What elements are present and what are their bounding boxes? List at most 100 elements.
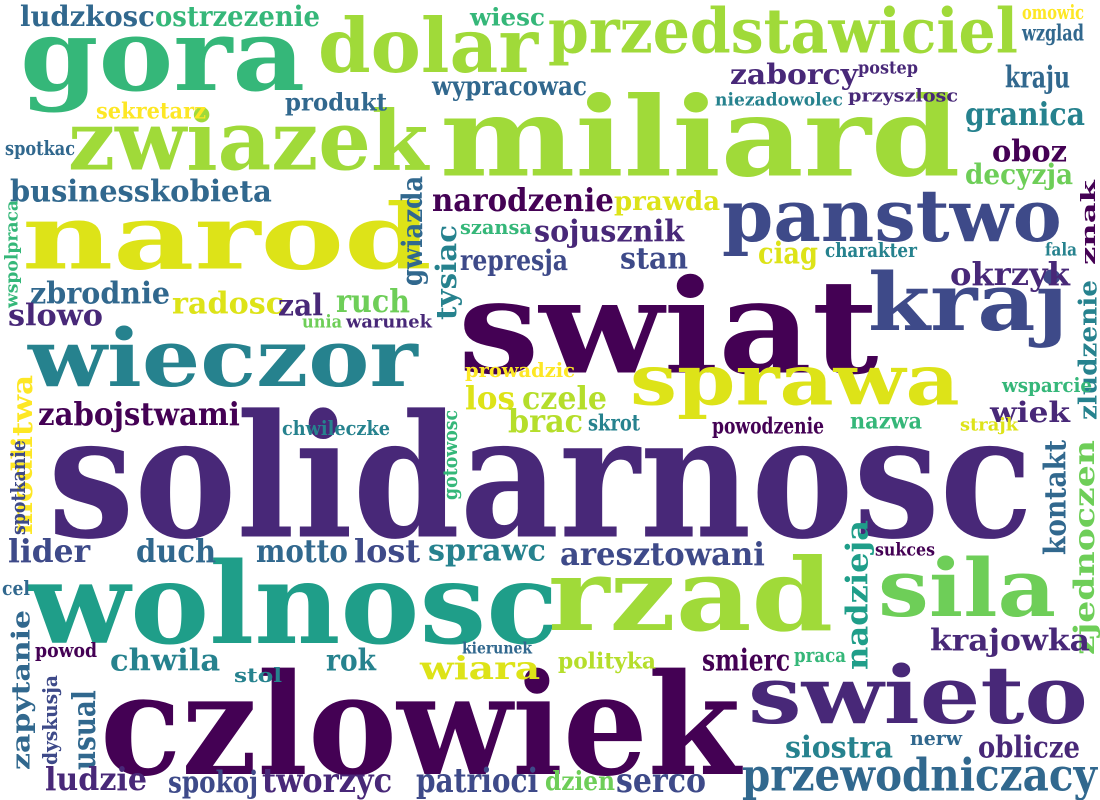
word-29: produkt xyxy=(285,87,388,117)
word-56: unia xyxy=(302,310,343,332)
word-10: swieto xyxy=(748,647,1088,743)
word-8: rzad xyxy=(548,536,834,654)
word-39: gwiazda xyxy=(395,175,429,286)
word-31: granica xyxy=(965,95,1085,133)
word-24: postep xyxy=(858,56,918,78)
word-98: siostra xyxy=(785,729,893,765)
word-68: nazwa xyxy=(850,408,923,434)
word-58: zludzenie xyxy=(1072,279,1100,420)
word-38: prawda xyxy=(614,185,721,217)
word-15: dolar xyxy=(318,1,539,90)
word-86: powod xyxy=(35,638,98,662)
word-23: zaborcy xyxy=(730,57,858,91)
word-51: zbrodnie xyxy=(30,275,171,311)
word-28: przyszlosc xyxy=(848,84,959,106)
word-87: chwila xyxy=(110,642,221,678)
word-89: kierunek xyxy=(462,638,532,658)
word-84: cel xyxy=(2,576,30,600)
word-7: wieczor xyxy=(28,310,418,406)
word-83: sukces xyxy=(875,538,936,560)
word-96: dyskusja xyxy=(38,675,62,765)
word-21: omowic xyxy=(1022,0,1085,24)
word-94: krajowka xyxy=(930,622,1090,658)
word-97: usual xyxy=(65,690,103,770)
word-80: sprawc xyxy=(428,532,546,568)
word-64: zabojstwami xyxy=(38,395,240,433)
word-43: represja xyxy=(460,243,568,277)
word-30: sekretarz xyxy=(96,98,206,124)
word-90: wiara xyxy=(420,649,541,687)
word-66: skrot xyxy=(588,410,641,436)
word-42: tysiac xyxy=(429,224,463,320)
word-13: panstwo xyxy=(722,173,1062,259)
word-9: sila xyxy=(878,540,1057,636)
word-37: narodzenie xyxy=(432,181,614,219)
word-74: kontakt xyxy=(1037,439,1073,555)
word-79: lost xyxy=(354,532,421,570)
word-72: gotowosc xyxy=(438,409,462,500)
word-12: sprawa xyxy=(630,338,960,422)
word-100: oblicze xyxy=(978,729,1080,765)
word-48: fala xyxy=(1045,238,1077,260)
word-88: rok xyxy=(326,642,376,678)
word-46: charakter xyxy=(825,238,917,262)
word-35: business xyxy=(10,173,150,209)
word-33: oboz xyxy=(992,133,1068,169)
word-34: decyzja xyxy=(965,157,1074,191)
word-47: znak xyxy=(1076,180,1100,265)
word-27: niezadowolec xyxy=(715,88,843,110)
word-50: wspolpraca xyxy=(0,199,22,308)
word-54: ruch xyxy=(336,282,410,320)
word-102: spokoj xyxy=(168,764,259,800)
word-14: zwiazek xyxy=(68,92,429,190)
word-3: miliard xyxy=(440,72,961,202)
word-93: praca xyxy=(794,643,847,667)
word-99: nerw xyxy=(910,726,963,750)
word-76: lider xyxy=(8,532,91,570)
word-106: serco xyxy=(616,759,707,800)
word-57: warunek xyxy=(346,310,432,332)
word-40: szansa xyxy=(460,215,532,239)
word-26: wypracowac xyxy=(432,70,587,102)
word-61: los xyxy=(465,379,515,417)
word-25: kraju xyxy=(1005,59,1070,95)
word-91: polityka xyxy=(558,648,656,674)
word-2: wolnosc xyxy=(28,537,559,671)
word-92: smierc xyxy=(702,642,791,678)
word-101: ludzie xyxy=(45,760,148,798)
word-32: spotkac xyxy=(5,136,76,160)
word-0: solidarnosc xyxy=(48,376,1033,578)
word-67: wiek xyxy=(990,395,1070,429)
word-60: wsparcie xyxy=(1002,373,1093,397)
word-18: ludzkosc xyxy=(20,0,155,33)
word-6: gora xyxy=(20,0,306,114)
word-59: prowadzic xyxy=(465,358,575,382)
word-81: aresztowani xyxy=(560,535,765,573)
word-17: przewodniczacy xyxy=(742,747,1097,800)
word-71: chwileczke xyxy=(282,416,390,440)
word-69: strajk xyxy=(960,413,1019,435)
word-36: kobieta xyxy=(150,173,272,209)
word-4: swiat xyxy=(458,250,879,404)
word-73: spotkanie xyxy=(6,440,30,535)
word-41: sojusznik xyxy=(534,213,684,249)
word-82: nadzieja xyxy=(839,520,875,670)
word-53: zal xyxy=(278,287,323,323)
word-16: przedstawiciel xyxy=(548,0,1018,68)
word-85: zapytanie xyxy=(5,610,36,770)
word-103: tworzyc xyxy=(262,759,393,800)
word-65: brac xyxy=(508,402,584,440)
word-49: okrzyk xyxy=(950,255,1070,293)
word-95: stol xyxy=(234,663,283,687)
word-105: dzien xyxy=(545,765,616,797)
word-11: kraj xyxy=(868,254,1068,350)
word-55: slowo xyxy=(8,297,103,333)
word-52: radosc xyxy=(172,285,285,321)
word-62: czele xyxy=(522,379,607,417)
word-78: motto xyxy=(256,532,348,570)
word-5: narod xyxy=(22,183,432,291)
word-77: duch xyxy=(136,532,217,570)
word-19: ostrzezenie xyxy=(155,0,321,33)
word-1: czlowiek xyxy=(100,642,741,800)
